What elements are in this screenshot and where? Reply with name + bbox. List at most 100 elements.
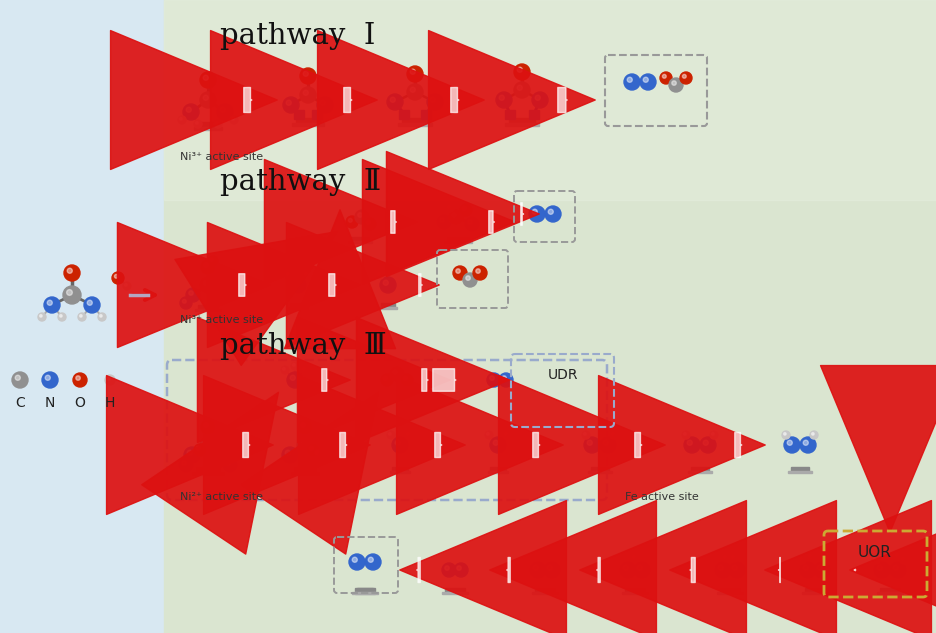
Bar (490, 467, 506, 471)
Circle shape (485, 431, 493, 439)
Circle shape (219, 450, 225, 455)
Text: Fe active site: Fe active site (625, 492, 699, 502)
Circle shape (392, 437, 408, 453)
Circle shape (503, 431, 511, 439)
Circle shape (364, 218, 376, 230)
Circle shape (487, 432, 490, 435)
Bar (389, 471, 410, 473)
Circle shape (178, 116, 186, 124)
Circle shape (440, 218, 445, 222)
Circle shape (210, 258, 213, 261)
Circle shape (285, 450, 290, 455)
Circle shape (783, 432, 786, 435)
Circle shape (201, 260, 215, 274)
Circle shape (456, 269, 461, 273)
Circle shape (407, 84, 423, 100)
Circle shape (320, 100, 326, 105)
Circle shape (454, 563, 468, 577)
Circle shape (39, 315, 42, 317)
Circle shape (317, 97, 333, 113)
Circle shape (216, 288, 230, 302)
Circle shape (390, 97, 395, 103)
Bar (589, 471, 612, 473)
Circle shape (208, 256, 218, 266)
Circle shape (282, 447, 298, 463)
Circle shape (217, 104, 233, 120)
Circle shape (220, 107, 226, 112)
Circle shape (631, 554, 639, 562)
Bar (488, 471, 508, 473)
Bar (691, 467, 709, 471)
Circle shape (349, 554, 365, 570)
Circle shape (189, 291, 193, 295)
Circle shape (315, 450, 320, 455)
Circle shape (730, 554, 738, 562)
Circle shape (287, 372, 303, 388)
Circle shape (300, 68, 316, 84)
Circle shape (352, 557, 358, 562)
Circle shape (73, 373, 87, 387)
Bar (877, 592, 903, 594)
Circle shape (200, 277, 216, 293)
Circle shape (493, 440, 498, 446)
Circle shape (286, 100, 291, 105)
Circle shape (496, 92, 512, 108)
Circle shape (724, 556, 726, 558)
Text: Ni³⁺ active site: Ni³⁺ active site (180, 315, 263, 325)
Circle shape (180, 297, 192, 309)
Circle shape (799, 558, 802, 560)
Circle shape (293, 363, 295, 366)
Circle shape (722, 554, 730, 562)
Circle shape (303, 90, 308, 96)
Circle shape (84, 297, 100, 313)
Circle shape (803, 440, 809, 446)
Circle shape (732, 556, 734, 558)
Circle shape (873, 558, 876, 560)
Circle shape (203, 95, 209, 100)
Circle shape (114, 274, 118, 279)
Circle shape (406, 432, 409, 435)
Circle shape (732, 565, 738, 570)
Circle shape (442, 563, 456, 577)
Circle shape (67, 268, 72, 273)
Circle shape (123, 282, 131, 290)
Circle shape (584, 432, 586, 435)
Circle shape (812, 432, 814, 435)
Bar (529, 110, 539, 119)
Circle shape (490, 437, 506, 453)
Circle shape (297, 437, 313, 453)
Bar (802, 592, 828, 594)
Circle shape (99, 315, 102, 317)
Bar (622, 592, 648, 594)
Circle shape (312, 447, 328, 463)
Circle shape (660, 72, 672, 84)
Circle shape (219, 291, 224, 295)
Circle shape (518, 85, 522, 91)
Circle shape (300, 440, 305, 446)
Circle shape (711, 432, 714, 435)
Bar (290, 303, 306, 307)
Bar (788, 471, 812, 473)
Circle shape (878, 552, 886, 560)
Circle shape (196, 122, 198, 124)
Bar (791, 467, 809, 471)
Bar (194, 127, 223, 130)
Circle shape (291, 362, 299, 370)
Bar (291, 472, 319, 475)
Circle shape (387, 431, 395, 439)
Circle shape (186, 107, 191, 112)
Circle shape (548, 209, 553, 215)
Bar (348, 241, 372, 243)
Circle shape (900, 556, 908, 564)
Circle shape (548, 565, 552, 570)
Circle shape (203, 280, 209, 285)
Circle shape (446, 204, 454, 212)
Circle shape (194, 120, 202, 128)
Circle shape (231, 118, 234, 120)
Circle shape (499, 373, 513, 387)
Circle shape (475, 269, 480, 273)
Circle shape (445, 566, 449, 570)
Circle shape (395, 440, 401, 446)
Circle shape (183, 299, 186, 303)
Circle shape (880, 554, 882, 556)
